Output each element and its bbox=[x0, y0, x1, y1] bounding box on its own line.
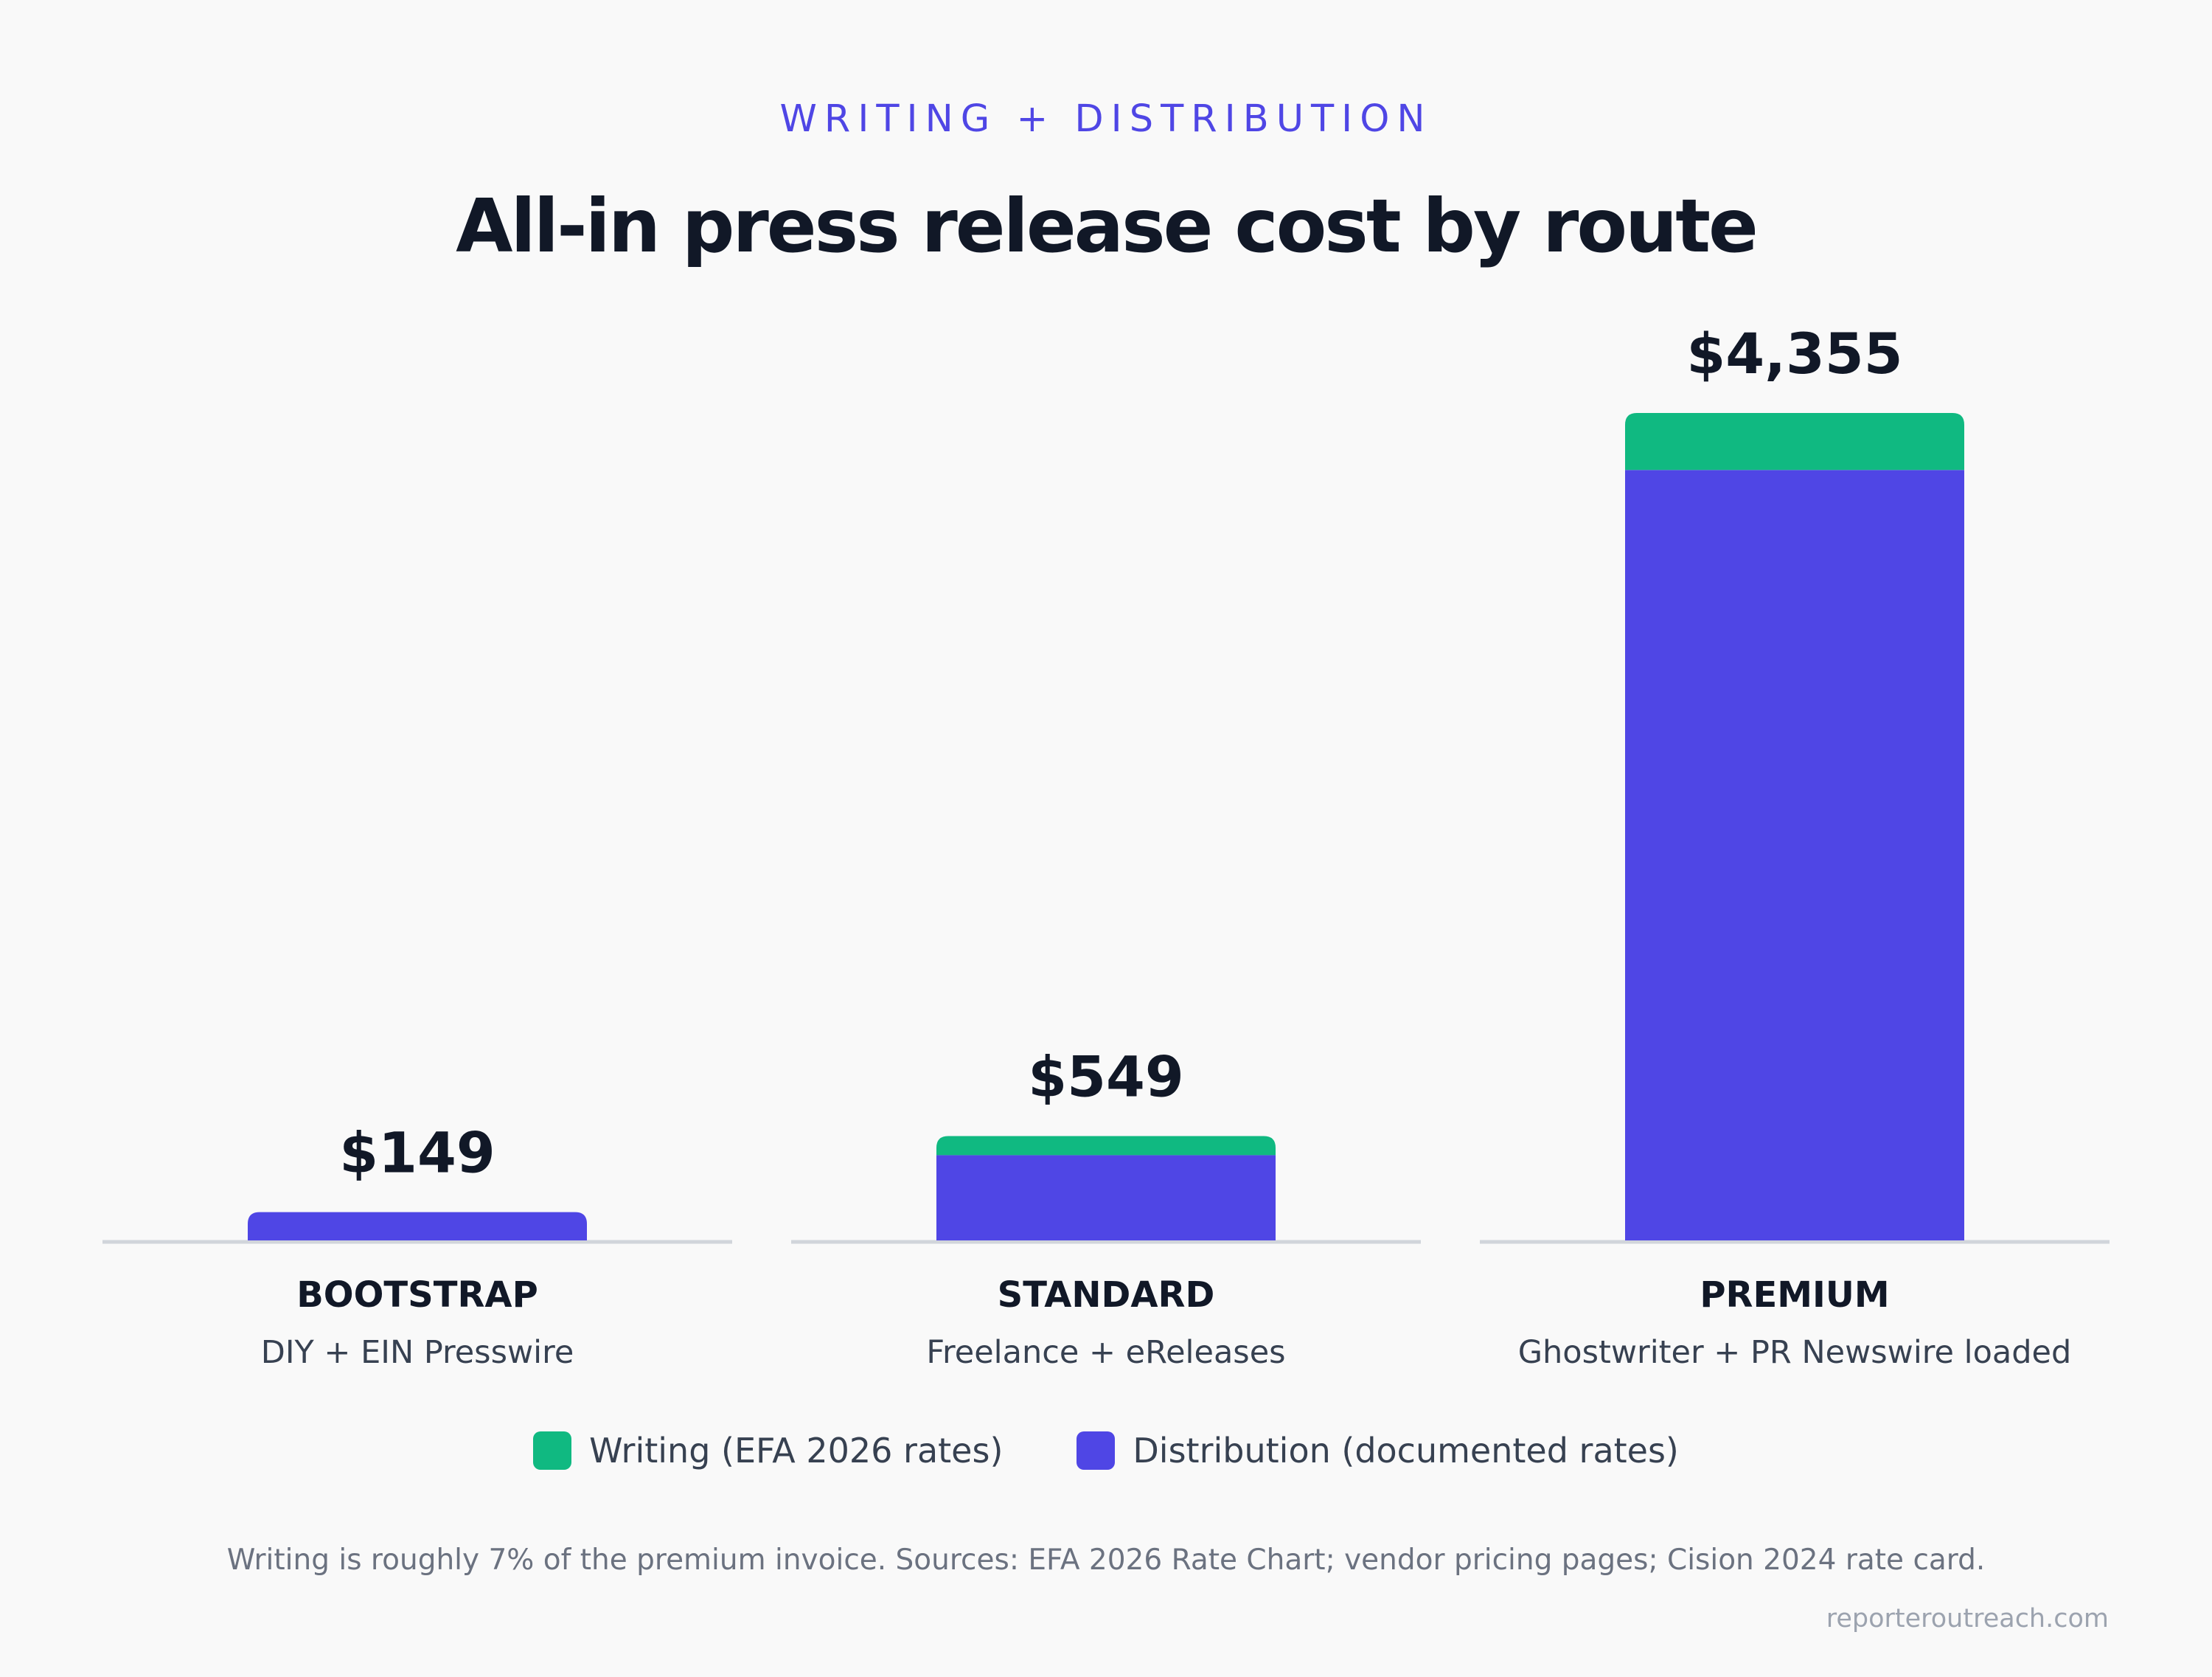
legend-item-distribution: Distribution (documented rates) bbox=[1077, 1431, 1679, 1471]
category-label-premium: PREMIUM bbox=[1700, 1274, 1889, 1316]
source-credit: reporteroutreach.com bbox=[1826, 1604, 2109, 1633]
bar-premium-distribution bbox=[1625, 470, 1964, 1240]
chart-eyebrow: WRITING + DISTRIBUTION bbox=[779, 97, 1433, 141]
value-label-bootstrap: $149 bbox=[339, 1120, 495, 1186]
value-label-premium: $4,355 bbox=[1686, 321, 1902, 386]
category-label-bootstrap: BOOTSTRAP bbox=[296, 1274, 538, 1316]
category-sublabel-premium: Ghostwriter + PR Newswire loaded bbox=[1518, 1334, 2072, 1371]
legend-swatch-writing bbox=[533, 1431, 572, 1470]
chart-footnote: Writing is roughly 7% of the premium inv… bbox=[226, 1544, 1986, 1577]
chart-title: All-in press release cost by route bbox=[456, 183, 1759, 269]
legend-label-writing: Writing (EFA 2026 rates) bbox=[589, 1431, 1004, 1471]
category-sublabel-bootstrap: DIY + EIN Presswire bbox=[261, 1334, 574, 1371]
bar-standard-writing bbox=[936, 1136, 1276, 1156]
legend-label-distribution: Distribution (documented rates) bbox=[1133, 1431, 1679, 1471]
value-label-standard: $549 bbox=[1028, 1044, 1184, 1110]
bar-standard-distribution bbox=[936, 1155, 1276, 1240]
category-sublabel-standard: Freelance + eReleases bbox=[926, 1334, 1285, 1371]
legend-swatch-distribution bbox=[1077, 1431, 1116, 1470]
category-label-standard: STANDARD bbox=[998, 1274, 1215, 1316]
bar-premium-writing bbox=[1625, 413, 1964, 471]
legend-item-writing: Writing (EFA 2026 rates) bbox=[533, 1431, 1003, 1471]
chart-legend: Writing (EFA 2026 rates) Distribution (d… bbox=[0, 1431, 2212, 1471]
bar-bootstrap-distribution bbox=[248, 1212, 587, 1240]
